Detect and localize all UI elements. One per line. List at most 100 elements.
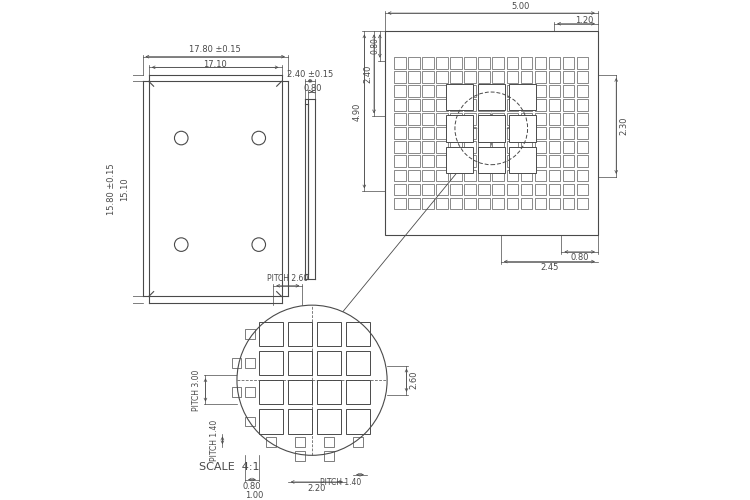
Bar <box>549 198 560 209</box>
Bar <box>450 170 462 181</box>
Bar <box>450 86 462 97</box>
Bar <box>394 114 406 125</box>
Bar <box>520 71 532 83</box>
Text: 15.80 ±0.15: 15.80 ±0.15 <box>106 163 116 214</box>
Bar <box>493 170 504 181</box>
Bar <box>245 330 255 339</box>
Bar <box>493 128 504 139</box>
Bar <box>520 142 532 153</box>
Bar <box>394 184 406 195</box>
Bar <box>408 86 420 97</box>
Bar <box>506 156 518 167</box>
Bar <box>436 128 448 139</box>
Bar <box>450 100 462 111</box>
Bar <box>245 416 255 426</box>
Text: PITCH 1.40: PITCH 1.40 <box>210 420 219 461</box>
Bar <box>464 128 476 139</box>
Bar <box>478 184 490 195</box>
Bar <box>509 115 536 141</box>
Bar <box>422 71 433 83</box>
Bar <box>436 57 448 69</box>
Bar <box>493 100 504 111</box>
Bar <box>295 438 304 447</box>
Bar <box>506 184 518 195</box>
Bar <box>385 32 598 235</box>
Bar <box>520 86 532 97</box>
Bar <box>493 198 504 209</box>
Bar <box>436 156 448 167</box>
Bar <box>394 86 406 97</box>
Bar <box>549 100 560 111</box>
Bar <box>422 170 433 181</box>
Bar <box>562 184 574 195</box>
Bar <box>577 100 588 111</box>
Bar <box>493 71 504 83</box>
Bar <box>422 184 433 195</box>
Text: 0.80: 0.80 <box>571 253 590 262</box>
Bar <box>446 146 473 173</box>
Bar <box>577 71 588 83</box>
Bar <box>577 86 588 97</box>
Bar <box>549 170 560 181</box>
Bar <box>450 57 462 69</box>
Bar <box>520 128 532 139</box>
Bar <box>549 71 560 83</box>
Bar <box>478 84 505 110</box>
Bar <box>436 71 448 83</box>
Text: PITCH 3.00: PITCH 3.00 <box>192 369 201 410</box>
Bar <box>464 184 476 195</box>
Text: 2.45: 2.45 <box>540 263 559 272</box>
Bar <box>549 86 560 97</box>
Text: 2.40 ±0.15: 2.40 ±0.15 <box>287 70 333 78</box>
Bar <box>478 86 490 97</box>
Bar <box>324 451 334 460</box>
Bar <box>288 380 312 404</box>
Bar <box>422 100 433 111</box>
Bar <box>317 322 341 346</box>
Bar <box>317 351 341 376</box>
Bar <box>506 198 518 209</box>
Bar <box>450 128 462 139</box>
Bar <box>577 128 588 139</box>
Bar <box>520 100 532 111</box>
Text: 2.60: 2.60 <box>410 371 419 390</box>
Bar <box>422 142 433 153</box>
Bar <box>346 322 370 346</box>
Bar <box>464 71 476 83</box>
Bar <box>478 115 505 141</box>
Bar <box>506 86 518 97</box>
Text: 2.40: 2.40 <box>364 64 373 83</box>
Bar <box>464 100 476 111</box>
Bar <box>422 57 433 69</box>
Text: 1.00: 1.00 <box>245 492 263 500</box>
Bar <box>520 156 532 167</box>
Bar <box>346 351 370 376</box>
Bar <box>422 128 433 139</box>
Bar <box>506 71 518 83</box>
Bar <box>535 128 546 139</box>
Bar <box>394 100 406 111</box>
Bar <box>394 142 406 153</box>
Bar <box>436 100 448 111</box>
Bar <box>408 114 420 125</box>
Bar <box>346 410 370 434</box>
Bar <box>493 57 504 69</box>
Bar <box>509 146 536 173</box>
Bar <box>577 114 588 125</box>
Bar <box>450 198 462 209</box>
Bar <box>535 184 546 195</box>
Bar <box>408 198 420 209</box>
Bar <box>259 322 283 346</box>
Text: 0.80: 0.80 <box>304 84 322 93</box>
Bar <box>520 184 532 195</box>
Bar <box>478 71 490 83</box>
Bar <box>422 156 433 167</box>
Bar <box>245 358 255 368</box>
Bar <box>506 128 518 139</box>
Bar <box>464 156 476 167</box>
Bar <box>436 142 448 153</box>
Bar <box>577 184 588 195</box>
Bar <box>446 84 473 110</box>
Bar <box>450 142 462 153</box>
Bar <box>535 100 546 111</box>
